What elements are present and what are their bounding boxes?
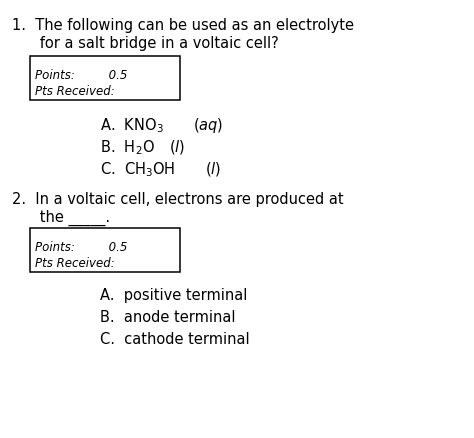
Text: Pts Received:: Pts Received: xyxy=(35,257,115,270)
Text: for a salt bridge in a voltaic cell?: for a salt bridge in a voltaic cell? xyxy=(12,36,279,51)
Text: B.  $\mathrm{H_2O}$: B. $\mathrm{H_2O}$ xyxy=(100,138,155,157)
Text: Points:         0.5: Points: 0.5 xyxy=(35,241,128,254)
Text: the _____.: the _____. xyxy=(12,210,110,226)
Text: 2.  In a voltaic cell, electrons are produced at: 2. In a voltaic cell, electrons are prod… xyxy=(12,192,344,207)
Text: Pts Received:: Pts Received: xyxy=(35,85,115,98)
Text: C.  $\mathrm{CH_3OH}$: C. $\mathrm{CH_3OH}$ xyxy=(100,160,175,179)
Text: $(l)$: $(l)$ xyxy=(205,160,221,178)
Text: B.  anode terminal: B. anode terminal xyxy=(100,310,236,325)
Text: $(l)$: $(l)$ xyxy=(169,138,185,156)
FancyBboxPatch shape xyxy=(30,228,180,272)
Text: A.  positive terminal: A. positive terminal xyxy=(100,288,247,303)
Text: 1.  The following can be used as an electrolyte: 1. The following can be used as an elect… xyxy=(12,18,354,33)
Text: C.  cathode terminal: C. cathode terminal xyxy=(100,332,250,347)
Text: $(aq)$: $(aq)$ xyxy=(193,116,223,135)
Text: Points:         0.5: Points: 0.5 xyxy=(35,69,128,82)
FancyBboxPatch shape xyxy=(30,56,180,100)
Text: A.  $\mathrm{KNO_3}$: A. $\mathrm{KNO_3}$ xyxy=(100,116,164,135)
